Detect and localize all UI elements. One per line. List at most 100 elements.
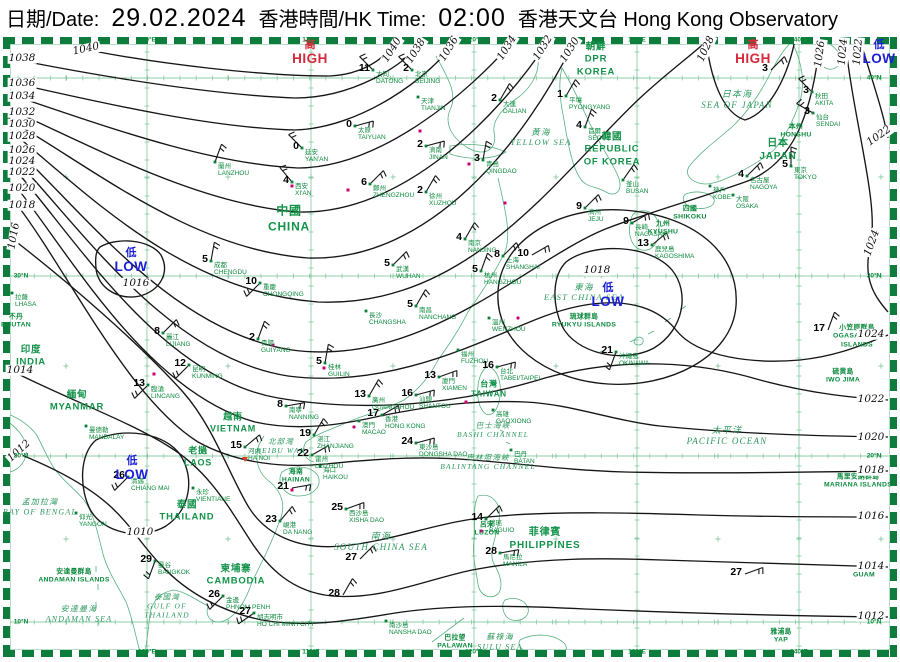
coastline [599,305,687,353]
isobar-1032 [17,44,548,213]
station-label-DONGSHADAO: 東沙島 DONGSHA DAO [419,443,468,458]
station-temp-DONGSHADAO: 24 [401,434,413,447]
lat-label-right: 30°N [866,272,882,280]
station-dot-NAGOYA [745,174,749,178]
isobar-1024 [17,161,889,379]
wx-symbol-square [152,372,156,376]
wx-symbol-square [322,366,326,370]
station-label-ZHANJIANG: 湛江 ZHANJIANG [317,435,354,450]
country-label-taiwan: 台灣 TAIWAN [471,379,507,399]
date-value: 29.02.2024 [111,4,247,32]
place-label-honshu: 本州 HONSHU [780,123,812,139]
station-label-GUILIN: 桂林 GUILIN [328,363,350,378]
station-dot-NANJING [463,237,467,241]
isobar-label-1028: 1028 [7,129,37,142]
station-label-XIAN: 西安 XI'AN [295,182,312,197]
coastline [633,336,644,346]
coastline [10,414,140,650]
header: 日期/Date: 29.02.2024 香港時間/HK Time: 02:00 … [0,0,900,36]
station-dot-NANNING [284,404,288,408]
station-temp-PYONGYANG: 1 [557,87,563,100]
wind-barbs [111,53,840,625]
lat-label-left: 10°N [13,618,29,626]
station-temp-BAGUIO: 14 [471,510,483,523]
station-temp-NAGOYA: 4 [738,167,744,180]
station-temp-NAGASAKI: 9 [623,214,629,227]
station-temp-OKINAWA: 21 [601,343,613,356]
sea-label-sea-of-japan: 日本海 SEA OF JAPAN [701,89,773,110]
station-label-NANSHADAO: 南沙島 NANSHA DAO [389,621,432,636]
station-label-SEOUL: 首爾 SEOUL [588,127,611,142]
station-temp-ZHENGZHOU: 6 [361,175,367,188]
station-dot-HOCHIMINHCITY [252,611,256,615]
wx-symbol-square [290,488,294,492]
station-dot-LINCANG [146,383,150,387]
station-dot-LEIZHOU [310,453,314,457]
isobar-1014 [13,371,889,598]
station-temp-TABEITAIPEI: 16 [482,358,494,371]
isobar-1020 [497,209,737,386]
station-label-DATONG: 大同 DATONG [376,70,404,85]
country-label-vietnam: 越南 VIETNAM [209,411,257,433]
station-dot-BATAN [509,448,513,452]
station-label-SHANGHAI: 上海 SHANGHAI [506,256,540,271]
station-temp-BANGKOK: 29 [140,552,152,565]
station-temp-WUHAN: 5 [384,256,390,269]
station-temp-PHNOMPENH: 26 [208,587,220,600]
station-dot-XISHADAO [344,507,348,511]
coastline [431,617,465,643]
station-label-LANZHOU: 蘭州 LANZHOU [218,162,250,177]
station-dot-TABEITAIPEI [495,365,499,369]
country-label-japan: 日本 JAPAN [759,138,797,162]
station-dot-YANGON [74,511,78,515]
station-dot-SEOUL [583,125,587,129]
station-dot-WUHAN [391,263,395,267]
coastline [817,44,841,70]
isobar-label-1034: 1034 [7,89,37,102]
isobar-1010 [81,432,190,535]
station-temp-MANILA: 28 [485,544,497,557]
isobar-label-1024: 1024 [861,227,882,259]
station-temp-TOKYO: 5 [782,157,788,170]
time-label: 香港時間/HK Time: [258,9,427,31]
station-label-NAGOYA: 名古屋 NAGOYA [750,176,778,191]
country-label-china: 中國 CHINA [268,203,310,233]
station-temp-TAIYUAN: 0 [346,117,352,130]
station-dot-WENZHOU [487,316,491,320]
station-label-BAGUIO: 碧瑤 BAGUIO [489,519,515,534]
station-label-OKINAWA: 沖繩島 OKINAWA [619,352,650,367]
isobar-1022 [860,44,889,139]
wx-symbol-dot [516,316,520,320]
station-temp: 27 [730,565,742,578]
coastline [499,429,511,445]
station-label-NANCHANG: 南昌 NANCHANG [419,306,457,321]
station-dot-DATONG [371,68,375,72]
coastline [502,598,529,621]
coastline [303,177,509,463]
station-temp-SEOUL: 4 [576,118,582,131]
station-label-NANJING: 南京 NANJING [468,239,497,254]
isobar-label-1024: 1024 [7,154,37,167]
station-temp-HONGKONG: 17 [367,406,379,419]
wx-symbol-dot [352,425,356,429]
station-dot-HANOI [243,445,247,449]
lat-label-left: 30°N [13,272,29,280]
pressure-low-marker: 低 LOW [114,247,148,274]
station-temp-XISHADAO: 25 [331,500,343,513]
station-label-GAOXIONG: 高雄 GAOXIONG [496,410,532,425]
map-border-bottom [3,650,897,657]
station-temp-DANANG: 23 [265,512,277,525]
station-dot-LHASA [10,291,14,295]
station-temp-GUIYANG: 2 [249,330,255,343]
station-label-LINCANG: 臨滄 LINCANG [151,385,180,400]
station-temp-KUNMING: 12 [174,356,186,369]
station-temp-CHIANGMAI: 26 [113,468,125,481]
isobar-label-1020: 1020 [7,181,37,194]
station-dot-MANDALAY [84,424,88,428]
station-dot-PYONGYANG [564,94,568,98]
isobar-1034 [17,44,512,169]
station-dot-KOBE [708,184,712,188]
isobar-1018 [17,205,889,474]
station-label-HANOI: 河內 HA NOI [248,447,271,462]
station-temp-AKITA: 3 [803,83,809,96]
